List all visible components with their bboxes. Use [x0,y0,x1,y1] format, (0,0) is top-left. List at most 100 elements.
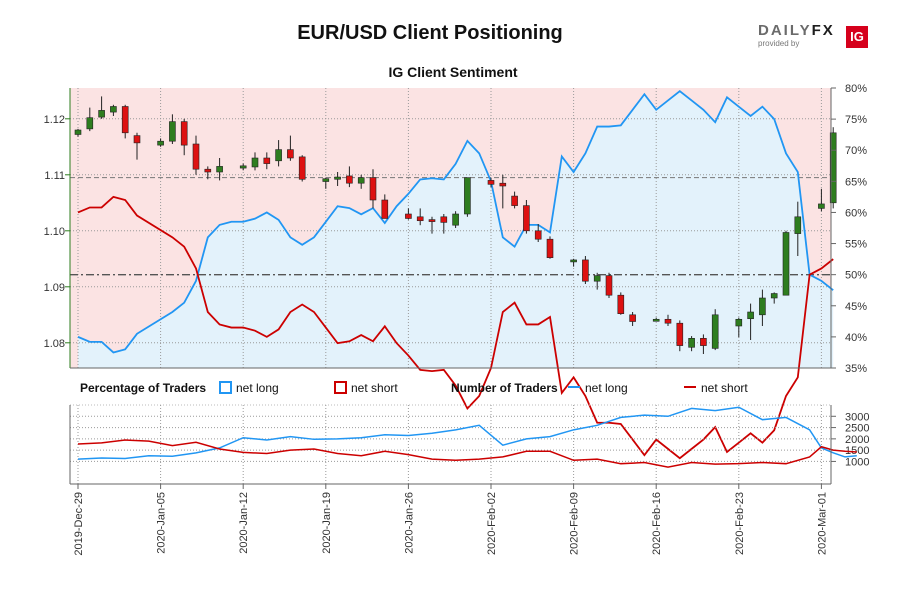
candle-body [605,275,613,296]
price-candle [593,272,601,290]
candle-body [759,297,766,316]
right-tick-label: 40% [845,332,867,344]
price-candle [110,104,117,116]
price-candle [275,140,282,167]
net-long-area [78,91,834,368]
candle-body [629,314,636,322]
price-candle [287,135,294,161]
price-candle [239,163,247,171]
left-tick-label: 1.11 [44,170,65,182]
lower-tick-label: 2500 [845,423,869,435]
candle-body [452,213,459,226]
candle-body [381,199,389,219]
price-candle [192,135,200,175]
candle-body [239,165,247,169]
candle-body [216,166,223,173]
candle-body [334,176,341,180]
candle-body [157,140,164,146]
left-tick-label: 1.12 [44,114,65,126]
price-candle [180,118,188,156]
right-tick-label: 65% [845,176,867,188]
price-candle [298,155,306,182]
x-tick-label: 2020-Feb-16 [651,492,663,555]
candle-body [204,168,212,173]
candle-body [747,311,754,320]
price-candle [747,303,754,340]
x-tick-label: 2020-Mar-01 [816,492,828,555]
candle-body [263,157,271,164]
price-candle [405,208,412,220]
price-candle [169,114,176,144]
price-candle [759,289,766,326]
chart-subtitle: IG Client Sentiment [388,64,518,80]
price-candle [381,194,389,219]
candle-body [593,275,601,282]
price-candle [652,317,660,322]
price-candle [570,258,577,267]
candle-body [440,216,448,223]
price-candle [334,172,341,186]
candle-body [169,121,176,142]
candle-body [464,177,471,215]
price-candle [74,128,82,137]
candle-body [511,195,518,206]
candle-body [322,178,330,182]
candle-body [298,156,306,180]
price-candle [617,292,625,315]
candle-body [829,132,837,204]
price-candle [582,256,589,284]
candle-body [86,117,94,130]
price-candle [357,174,365,189]
net-short-percent-line [77,195,834,460]
left-tick-label: 1.09 [44,282,65,294]
price-candle [369,169,377,209]
x-tick-label: 2019-Dec-29 [73,492,85,556]
price-candle [605,272,613,298]
candle-body [110,106,117,113]
candle-body [357,177,365,184]
x-tick-label: 2020-Feb-09 [569,492,581,555]
candle-body [121,106,129,134]
net-short-count-line [77,439,857,468]
x-tick-label: 2020-Feb-23 [734,492,746,555]
legend-num-net-long: net long [585,381,628,395]
net-long-percent-line [77,89,834,354]
candle-body [275,149,282,162]
right-tick-label: 70% [845,145,867,157]
price-candle [770,292,778,304]
legend-pct-net-short: net short [351,381,398,395]
legend: Percentage of Traders net long net short… [80,381,748,395]
price-candle [688,336,695,352]
price-candle [464,177,471,217]
price-candle [346,166,353,188]
candle-body [582,259,589,282]
dailyfx-logo[interactable]: DAILYFX provided by IG [758,22,870,52]
candle-body [782,232,790,296]
candle-body [74,129,82,135]
lower-tick-label: 1000 [845,456,869,468]
candle-body [688,338,695,348]
price-candle [511,191,518,209]
price-candle [416,208,424,226]
candle-body [192,143,200,170]
price-candle [204,166,212,180]
price-candle [133,132,141,160]
price-candle [86,107,94,132]
chart-title: EUR/USD Client Positioning [297,22,563,44]
price-candle [487,177,495,188]
candle-body [735,318,743,327]
price-candle [440,214,448,234]
legend-net-short-box-icon [334,381,347,394]
candle-body [487,180,495,185]
legend-pct-net-long: net long [236,381,279,395]
candle-body [676,322,684,346]
candle-body [416,216,424,222]
candle-body [770,293,778,299]
ig-badge: IG [846,26,868,48]
price-candle [216,158,223,181]
candle-body [499,182,507,187]
logo-provided-by: provided by [758,39,800,48]
left-tick-label: 1.08 [44,338,65,350]
candle-body [664,318,672,324]
price-candle [322,177,330,189]
